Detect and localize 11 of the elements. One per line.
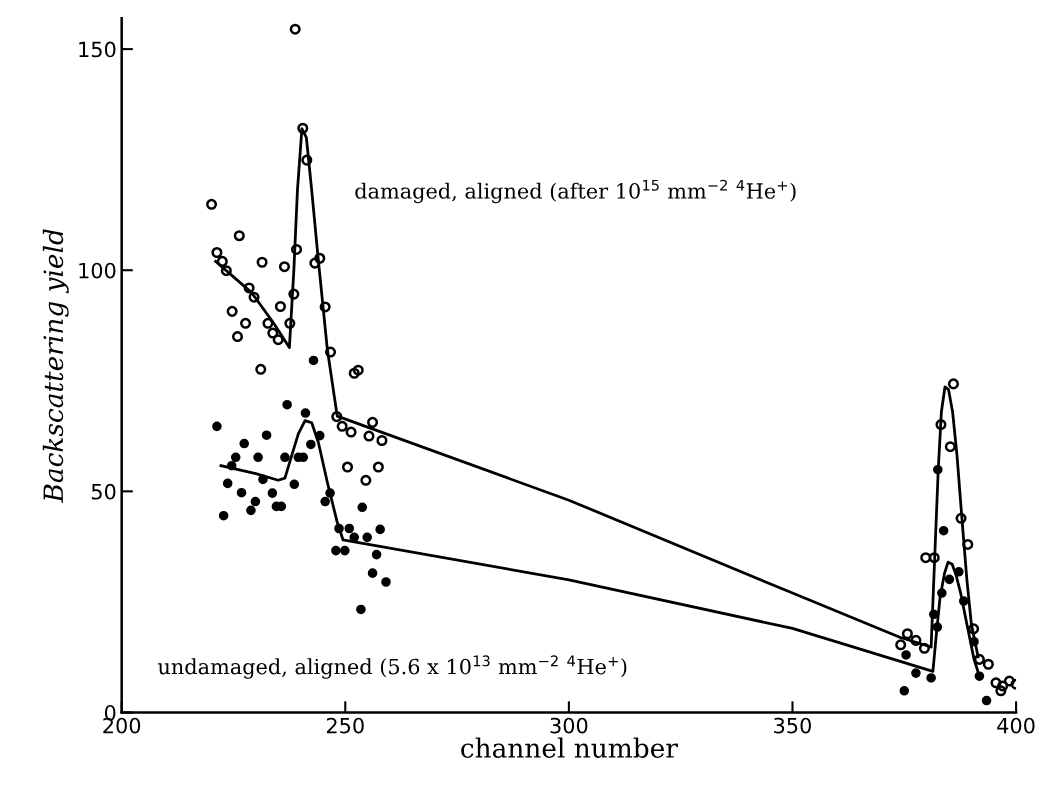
x-tick-label: 300	[550, 717, 588, 734]
x-tick-label: 400	[997, 717, 1035, 734]
y-tick-label: 100	[79, 262, 116, 279]
y-tick-label: 150	[79, 41, 116, 58]
text: damaged, aligned (after 10$^{15}$ mm$^{−2 4}$He$^{+}$)	[355, 179, 796, 204]
y-tick-label: 50	[91, 483, 116, 500]
x-tick-label: 350	[774, 717, 811, 734]
x-tick-label: 250	[326, 717, 364, 734]
text: undamaged, aligned (5.6 x 10$^{13}$ mm$^{−2 4}$He$^{+}$)	[158, 655, 627, 679]
y-axis-title: Backscattering yield	[42, 229, 69, 503]
x-axis-title: channel number	[461, 737, 678, 758]
